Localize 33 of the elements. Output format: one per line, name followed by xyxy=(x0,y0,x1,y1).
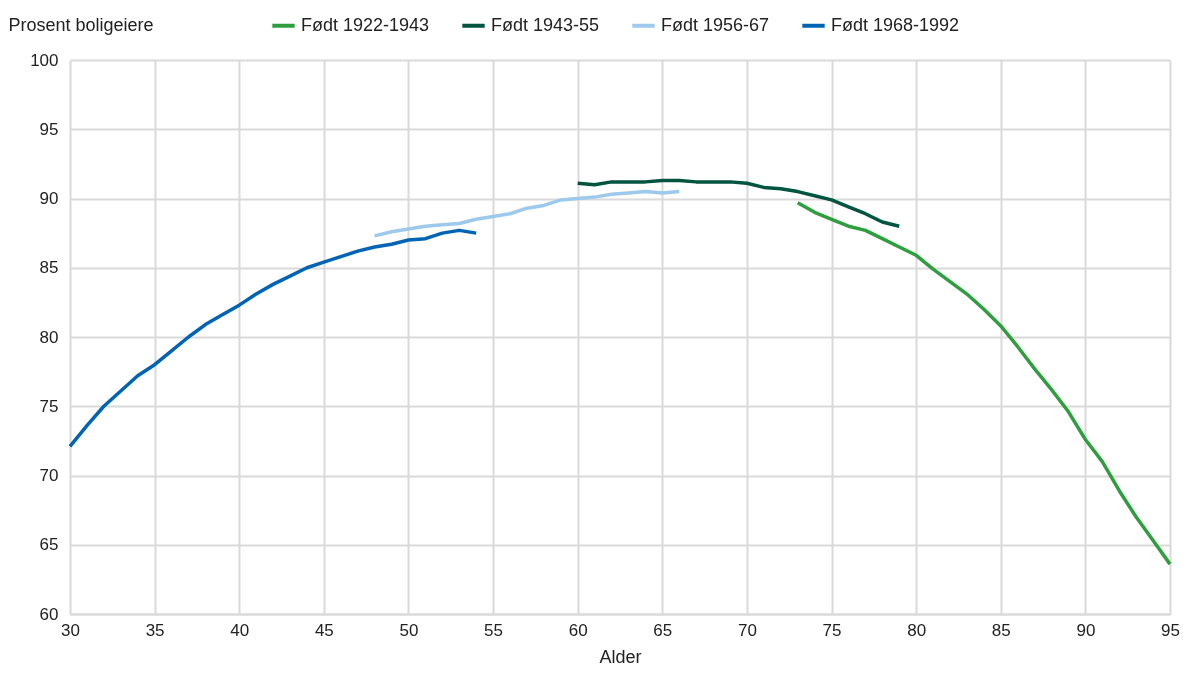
x-tick-label: 45 xyxy=(314,620,334,640)
y-tick-label: 70 xyxy=(39,466,59,485)
x-tick-label: 80 xyxy=(907,620,927,640)
x-tick-label: 50 xyxy=(399,620,419,640)
x-tick-label: 70 xyxy=(737,620,757,640)
y-tick-label: 60 xyxy=(39,604,59,624)
x-tick-label: 35 xyxy=(145,620,165,640)
x-tick-label: 90 xyxy=(1076,620,1096,640)
x-tick-label: 95 xyxy=(1161,620,1180,640)
y-tick-label: 90 xyxy=(39,189,59,208)
line-series xyxy=(372,189,681,238)
x-tick-label: 60 xyxy=(568,620,588,640)
x-axis-title: Alder xyxy=(599,646,642,667)
y-tick-label: 75 xyxy=(39,396,59,416)
y-tick-label: 100 xyxy=(30,50,59,70)
legend-label: Født 1922-1943 xyxy=(301,14,430,35)
y-tick-label: 65 xyxy=(39,535,59,555)
y-axis-title: Prosent boligeiere xyxy=(8,14,154,35)
x-tick-label: 65 xyxy=(653,620,673,640)
line-series xyxy=(795,200,1172,566)
line-series xyxy=(575,178,901,228)
legend-label: Født 1956-67 xyxy=(661,14,770,35)
line-series xyxy=(68,228,478,449)
legend-label: Født 1968-1992 xyxy=(831,14,960,35)
x-tick-label: 85 xyxy=(991,620,1011,640)
x-tick-label: 75 xyxy=(822,620,842,640)
y-tick-label: 95 xyxy=(39,119,59,139)
y-tick-label: 80 xyxy=(39,327,59,347)
x-tick-label: 55 xyxy=(484,620,504,640)
x-tick-label: 40 xyxy=(230,620,250,640)
y-tick-label: 85 xyxy=(39,258,59,278)
legend-label: Født 1943-55 xyxy=(491,14,600,35)
x-tick-label: 30 xyxy=(61,620,80,640)
